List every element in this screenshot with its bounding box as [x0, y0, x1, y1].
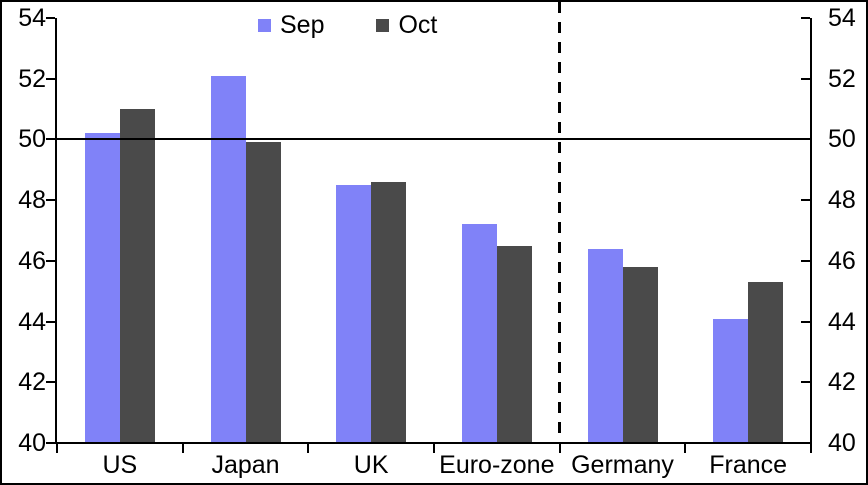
y-axis-label-left: 42: [18, 368, 46, 397]
y-tick-left: [46, 259, 55, 262]
bar-oct-uk: [371, 181, 407, 443]
x-tick: [433, 443, 435, 453]
y-axis-label-left: 54: [18, 4, 46, 32]
bar-sep-japan: [210, 75, 246, 443]
y-axis-label-right: 50: [828, 125, 856, 154]
y-axis-label-left: 50: [18, 125, 46, 154]
x-tick: [810, 443, 812, 453]
x-axis-label-japan: Japan: [211, 451, 280, 479]
y-axis-right: [810, 18, 812, 448]
x-axis-label-euro-zone: Euro-zone: [439, 451, 555, 479]
x-tick: [684, 443, 687, 453]
x-tick: [558, 443, 561, 453]
y-axis-label-left: 44: [18, 307, 46, 336]
x-axis-label-germany: Germany: [571, 451, 674, 479]
y-axis-left: [55, 18, 57, 443]
legend-item-oct: Oct: [376, 12, 437, 38]
bar-oct-us: [119, 109, 155, 443]
y-axis-label-left: 46: [18, 246, 46, 275]
y-tick-right: [801, 259, 810, 262]
y-tick-right: [801, 199, 810, 202]
legend-swatch-icon: [376, 18, 390, 32]
y-axis-label-right: 42: [828, 368, 856, 397]
y-tick-right: [801, 381, 810, 384]
x-tick: [56, 443, 58, 453]
x-tick: [307, 443, 310, 453]
y-axis-label-right: 44: [828, 307, 856, 336]
y-tick-left: [46, 138, 55, 141]
y-tick-left: [46, 320, 55, 323]
region-separator-dashed-line: [558, 2, 562, 441]
x-axis-label-france: France: [709, 451, 788, 479]
y-tick-left: [46, 199, 55, 202]
bar-oct-germany: [622, 266, 658, 443]
y-tick-right: [801, 17, 810, 19]
y-tick-right: [801, 442, 810, 444]
y-axis-label-left: 48: [18, 186, 46, 215]
x-tick: [181, 443, 184, 453]
y-tick-right: [801, 77, 810, 80]
bar-sep-us: [84, 133, 120, 443]
legend-item-sep: Sep: [258, 12, 324, 38]
bar-sep-germany: [587, 248, 623, 443]
bar-oct-japan: [245, 142, 281, 443]
y-axis-label-right: 52: [828, 64, 856, 93]
bar-sep-uk: [336, 184, 372, 443]
legend-label: Sep: [280, 11, 325, 39]
refline-50: [57, 138, 811, 141]
x-axis-label-uk: UK: [353, 451, 389, 479]
y-axis-label-left: 40: [18, 429, 46, 457]
y-axis-label-right: 54: [828, 4, 856, 32]
bar-sep-euro-zone: [461, 224, 497, 443]
bar-sep-france: [713, 318, 749, 443]
y-tick-right: [801, 320, 810, 323]
legend: Sep Oct: [258, 12, 437, 38]
bar-oct-euro-zone: [496, 245, 532, 443]
x-axis-label-us: US: [102, 451, 138, 479]
y-axis-label-right: 40: [828, 429, 856, 457]
y-axis-label-right: 46: [828, 246, 856, 275]
y-axis-label-right: 48: [828, 186, 856, 215]
y-axis-label-left: 52: [18, 64, 46, 93]
legend-label: Oct: [398, 11, 438, 39]
y-tick-left: [46, 442, 55, 444]
legend-swatch-icon: [258, 18, 271, 32]
bar-oct-france: [748, 282, 784, 443]
y-tick-left: [46, 77, 55, 80]
y-tick-left: [46, 381, 55, 384]
y-tick-left: [46, 17, 55, 19]
